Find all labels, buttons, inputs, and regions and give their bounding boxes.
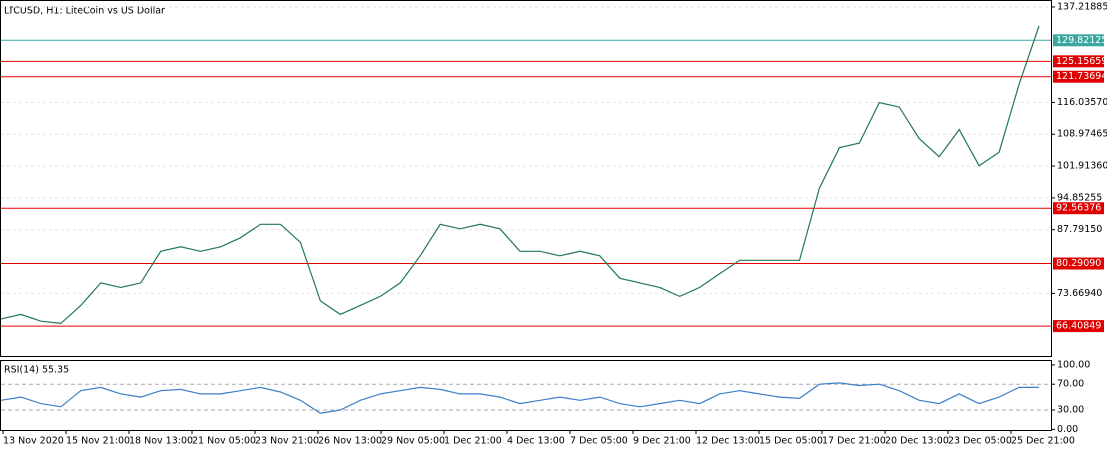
level-label: 129.82125 — [1056, 35, 1107, 46]
y-tick-label: 137.21885 — [1057, 1, 1107, 12]
x-tick-label: 17 Dec 21:00 — [822, 436, 886, 447]
price-line — [0, 382, 1039, 414]
x-tick-label: 15 Nov 21:00 — [66, 436, 130, 447]
x-tick-label: 26 Nov 13:00 — [318, 436, 382, 447]
x-tick-label: 18 Nov 13:00 — [129, 436, 193, 447]
y-tick-label: 70.00 — [1057, 379, 1084, 390]
x-tick-label: 13 Nov 2020 — [3, 436, 64, 447]
x-tick-label: 25 Dec 21:00 — [1011, 436, 1075, 447]
y-tick-label: 108.97465 — [1057, 129, 1107, 140]
rsi-title: RSI(14) 55.35 — [4, 365, 69, 376]
level-label: 66.40849 — [1056, 321, 1101, 332]
x-tick-label: 9 Dec 21:00 — [633, 436, 691, 447]
level-label: 80.29090 — [1056, 258, 1101, 269]
y-tick-label: 87.79150 — [1057, 224, 1102, 235]
x-tick-label: 23 Nov 21:00 — [255, 436, 319, 447]
main-panel — [0, 0, 1052, 357]
y-tick-label: 0.00 — [1057, 424, 1078, 435]
level-label-box — [1053, 202, 1104, 215]
y-tick-label: 30.00 — [1057, 405, 1084, 416]
x-tick-label: 29 Nov 05:00 — [381, 436, 445, 447]
x-tick-label: 12 Dec 13:00 — [696, 436, 760, 447]
y-tick-label: 100.00 — [1057, 359, 1090, 370]
x-tick-label: 1 Dec 21:00 — [444, 436, 502, 447]
price-line — [0, 25, 1040, 325]
level-label-box — [1053, 257, 1104, 270]
x-tick-label: 15 Dec 05:00 — [759, 436, 823, 447]
level-label: 125.15659 — [1056, 56, 1107, 67]
x-tick-label: 7 Dec 05:00 — [570, 436, 628, 447]
rsi-panel — [0, 360, 1052, 431]
x-tick-label: 23 Dec 05:00 — [948, 436, 1012, 447]
level-label-box — [1053, 55, 1104, 68]
x-tick-label: 21 Nov 05:00 — [192, 436, 256, 447]
y-tick-label: 101.91360 — [1057, 161, 1107, 172]
level-label-box — [1053, 34, 1104, 47]
y-tick-label: 94.85255 — [1057, 192, 1102, 203]
level-label: 92.56376 — [1056, 203, 1101, 214]
level-label-box — [1053, 70, 1104, 83]
y-tick-label: 116.03570 — [1057, 97, 1107, 108]
chart-title: LTCUSD, H1: LiteCoin vs US Dollar — [4, 6, 165, 17]
level-label-box — [1053, 320, 1104, 333]
y-tick-label: 73.66940 — [1057, 288, 1102, 299]
x-tick-label: 20 Dec 13:00 — [885, 436, 949, 447]
x-tick-label: 4 Dec 13:00 — [507, 436, 565, 447]
level-label: 121.73694 — [1056, 71, 1107, 82]
